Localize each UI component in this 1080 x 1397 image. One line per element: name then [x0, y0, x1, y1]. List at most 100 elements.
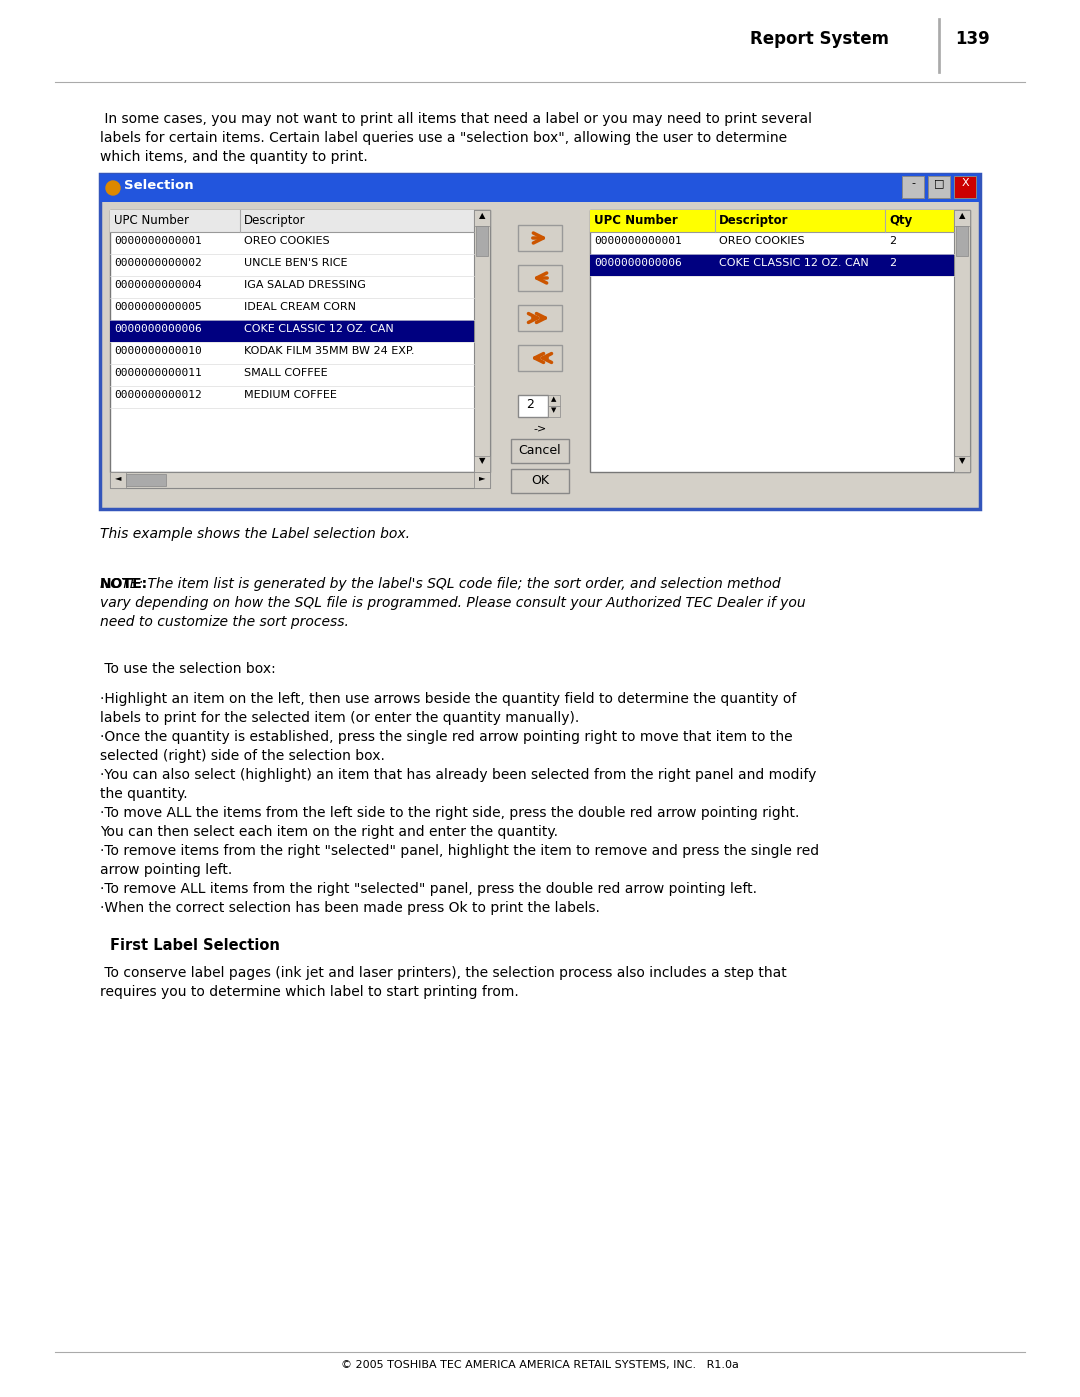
Bar — [954, 455, 970, 472]
Bar — [476, 226, 488, 256]
Text: which items, and the quantity to print.: which items, and the quantity to print. — [100, 149, 368, 163]
Bar — [511, 469, 569, 493]
Text: MEDIUM COFFEE: MEDIUM COFFEE — [244, 390, 337, 400]
Text: ►: ► — [478, 474, 485, 482]
Text: 0000000000006: 0000000000006 — [594, 258, 681, 268]
Bar — [548, 395, 561, 407]
Bar — [110, 472, 126, 488]
Text: To conserve label pages (ink jet and laser printers), the selection process also: To conserve label pages (ink jet and las… — [100, 965, 786, 981]
Bar — [110, 210, 474, 232]
Bar — [518, 395, 548, 416]
Bar — [474, 210, 490, 226]
Text: UPC Number: UPC Number — [114, 214, 189, 226]
Bar — [474, 210, 490, 472]
Text: labels to print for the selected item (or enter the quantity manually).: labels to print for the selected item (o… — [100, 711, 579, 725]
Bar — [590, 210, 954, 232]
Text: X: X — [961, 177, 969, 189]
Text: ·To remove ALL items from the right "selected" panel, press the double red arrow: ·To remove ALL items from the right "sel… — [100, 882, 757, 895]
Bar — [110, 210, 490, 472]
Bar — [474, 472, 490, 488]
Bar — [590, 254, 954, 277]
Bar — [954, 210, 970, 226]
Text: ->: -> — [534, 423, 546, 433]
Text: ·To move ALL the items from the left side to the right side, press the double re: ·To move ALL the items from the left sid… — [100, 806, 799, 820]
Text: COKE CLASSIC 12 OZ. CAN: COKE CLASSIC 12 OZ. CAN — [244, 324, 394, 334]
Text: © 2005 TOSHIBA TEC AMERICA AMERICA RETAIL SYSTEMS, INC.   R1.0a: © 2005 TOSHIBA TEC AMERICA AMERICA RETAI… — [341, 1361, 739, 1370]
Bar — [954, 210, 970, 472]
Text: This example shows the Label selection box.: This example shows the Label selection b… — [100, 527, 410, 541]
Text: ·Highlight an item on the left, then use arrows beside the quantity field to det: ·Highlight an item on the left, then use… — [100, 692, 796, 705]
Bar — [518, 265, 562, 291]
Bar — [518, 305, 562, 331]
Bar — [590, 210, 970, 472]
Text: 2: 2 — [526, 398, 534, 411]
Text: Selection: Selection — [124, 179, 193, 191]
Bar — [110, 320, 474, 342]
Bar — [100, 175, 980, 509]
Text: □: □ — [934, 177, 944, 189]
Text: Qty: Qty — [889, 214, 913, 226]
Text: need to customize the sort process.: need to customize the sort process. — [100, 615, 349, 629]
Text: -: - — [912, 177, 915, 189]
Text: First Label Selection: First Label Selection — [110, 937, 280, 953]
Bar — [126, 474, 166, 486]
Text: SMALL COFFEE: SMALL COFFEE — [244, 367, 327, 379]
Text: NOTE: The item list is generated by the label's SQL code file; the sort order, a: NOTE: The item list is generated by the … — [100, 577, 781, 591]
Text: UNCLE BEN'S RICE: UNCLE BEN'S RICE — [244, 258, 348, 268]
Bar — [954, 176, 976, 198]
Text: OREO COOKIES: OREO COOKIES — [244, 236, 329, 246]
Text: requires you to determine which label to start printing from.: requires you to determine which label to… — [100, 985, 518, 999]
Text: NOTE:: NOTE: — [100, 577, 148, 591]
Text: UPC Number: UPC Number — [594, 214, 678, 226]
Text: KODAK FILM 35MM BW 24 EXP.: KODAK FILM 35MM BW 24 EXP. — [244, 346, 415, 356]
Text: 139: 139 — [955, 29, 989, 47]
Bar — [548, 407, 561, 416]
Text: IGA SALAD DRESSING: IGA SALAD DRESSING — [244, 279, 366, 291]
Text: ▼: ▼ — [959, 455, 966, 465]
Text: ·You can also select (highlight) an item that has already been selected from the: ·You can also select (highlight) an item… — [100, 768, 816, 782]
Text: 0000000000006: 0000000000006 — [114, 324, 202, 334]
Text: 2: 2 — [889, 236, 896, 246]
Bar — [518, 345, 562, 372]
Text: 0000000000012: 0000000000012 — [114, 390, 202, 400]
Text: OK: OK — [531, 474, 549, 488]
Bar — [902, 176, 924, 198]
Text: In some cases, you may not want to print all items that need a label or you may : In some cases, you may not want to print… — [100, 112, 812, 126]
Text: ▲: ▲ — [551, 395, 556, 402]
Text: the quantity.: the quantity. — [100, 787, 188, 800]
Bar — [511, 439, 569, 462]
Text: selected (right) side of the selection box.: selected (right) side of the selection b… — [100, 749, 384, 763]
Bar — [956, 226, 968, 256]
Circle shape — [106, 182, 120, 196]
Text: 0000000000002: 0000000000002 — [114, 258, 202, 268]
Text: 0000000000005: 0000000000005 — [114, 302, 202, 312]
Text: 0000000000010: 0000000000010 — [114, 346, 202, 356]
Text: Report System: Report System — [750, 29, 889, 47]
Text: 0000000000001: 0000000000001 — [594, 236, 681, 246]
Text: 2: 2 — [889, 258, 896, 268]
Text: OREO COOKIES: OREO COOKIES — [719, 236, 805, 246]
Text: ·Once the quantity is established, press the single red arrow pointing right to : ·Once the quantity is established, press… — [100, 731, 793, 745]
Text: Descriptor: Descriptor — [244, 214, 306, 226]
Text: You can then select each item on the right and enter the quantity.: You can then select each item on the rig… — [100, 826, 558, 840]
Bar — [928, 176, 950, 198]
Text: ▼: ▼ — [551, 407, 556, 414]
Text: COKE CLASSIC 12 OZ. CAN: COKE CLASSIC 12 OZ. CAN — [719, 258, 868, 268]
Text: 0000000000001: 0000000000001 — [114, 236, 202, 246]
Text: 0000000000004: 0000000000004 — [114, 279, 202, 291]
Text: ·To remove items from the right "selected" panel, highlight the item to remove a: ·To remove items from the right "selecte… — [100, 844, 819, 858]
Text: 0000000000011: 0000000000011 — [114, 367, 202, 379]
Bar — [474, 455, 490, 472]
Text: ▲: ▲ — [959, 211, 966, 219]
Text: labels for certain items. Certain label queries use a "selection box", allowing : labels for certain items. Certain label … — [100, 131, 787, 145]
Bar — [939, 18, 940, 73]
Text: Cancel: Cancel — [518, 444, 562, 457]
Text: IDEAL CREAM CORN: IDEAL CREAM CORN — [244, 302, 356, 312]
Text: ·When the correct selection has been made press Ok to print the labels.: ·When the correct selection has been mad… — [100, 901, 599, 915]
Bar — [110, 472, 490, 488]
Text: vary depending on how the SQL file is programmed. Please consult your Authorized: vary depending on how the SQL file is pr… — [100, 597, 806, 610]
Text: arrow pointing left.: arrow pointing left. — [100, 863, 232, 877]
Text: ▼: ▼ — [478, 455, 485, 465]
Text: Descriptor: Descriptor — [719, 214, 788, 226]
Bar — [518, 225, 562, 251]
